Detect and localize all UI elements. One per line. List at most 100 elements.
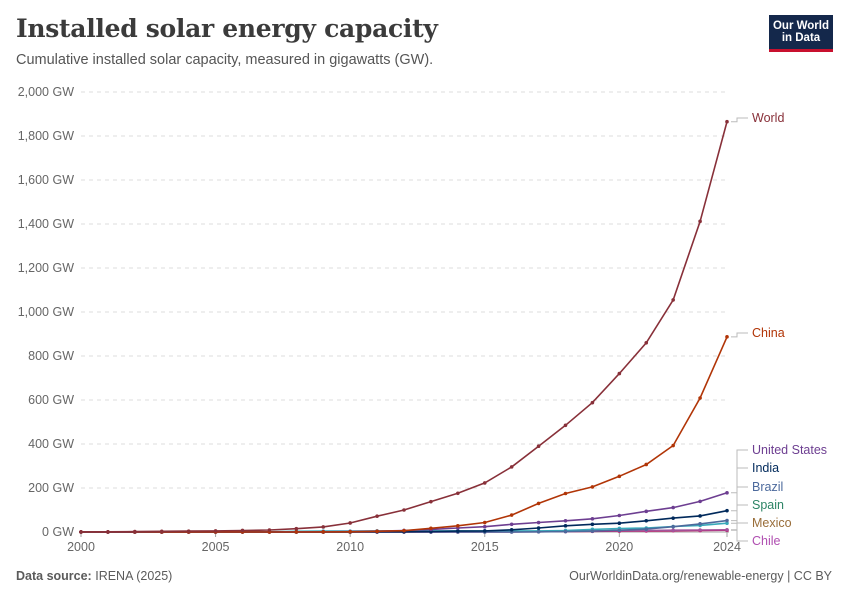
logo-line-2: in Data: [781, 32, 821, 44]
data-point-india: [590, 522, 595, 527]
data-point-united-states: [482, 524, 487, 529]
y-tick-label: 2,000 GW: [18, 85, 74, 99]
data-point-brazil: [563, 529, 568, 534]
data-point-china: [482, 520, 487, 525]
logo-line-1: Our World: [772, 19, 829, 32]
label-connector-world: [731, 117, 748, 123]
y-tick-label: 0 GW: [42, 525, 74, 539]
x-tick-label: 2005: [202, 540, 230, 554]
data-point-china: [509, 513, 514, 517]
data-point-india: [536, 526, 541, 530]
data-point-world: [321, 525, 326, 529]
label-connector-brazil: [731, 486, 748, 522]
data-point-china: [402, 528, 406, 533]
data-point-united-states: [725, 491, 729, 495]
data-source-value[interactable]: IRENA (2025): [95, 569, 173, 583]
data-point-india: [563, 524, 568, 528]
data-point-world: [294, 526, 299, 531]
data-point-united-states: [671, 505, 675, 510]
y-tick-label: 200 GW: [28, 481, 74, 495]
series-label-mexico: Mexico: [752, 516, 792, 530]
series-line-china: [81, 336, 728, 533]
data-point-india: [725, 508, 729, 513]
data-point-world: [617, 371, 622, 376]
label-connector-india: [731, 467, 748, 512]
data-point-world: [267, 528, 272, 532]
series-label-brazil: Brazil: [752, 480, 783, 494]
data-point-brazil: [671, 524, 675, 529]
data-point-united-states: [563, 518, 568, 523]
data-point-world: [482, 481, 487, 485]
y-tick-label: 1,800 GW: [18, 129, 74, 143]
data-point-china: [563, 491, 568, 496]
data-point-china: [671, 443, 675, 448]
data-point-world: [348, 521, 352, 525]
data-point-mexico: [671, 528, 675, 533]
data-point-china: [456, 524, 460, 528]
data-point-china: [590, 485, 595, 489]
x-tick-label: 2024: [713, 540, 741, 554]
series-label-chile: Chile: [752, 534, 781, 548]
source-url[interactable]: OurWorldinData.org/renewable-energy | CC…: [569, 569, 832, 583]
data-point-china: [725, 335, 729, 339]
data-point-brazil: [617, 528, 622, 533]
label-connector-china: [731, 332, 748, 338]
data-point-world: [429, 499, 433, 504]
data-point-india: [482, 529, 487, 533]
data-point-china: [321, 530, 326, 534]
data-point-brazil: [644, 527, 649, 531]
data-point-china: [617, 474, 622, 479]
series-label-spain: Spain: [752, 498, 784, 512]
series-label-united-states: United States: [752, 443, 827, 457]
x-tick-label: 2000: [67, 540, 95, 554]
data-point-world: [133, 529, 137, 534]
data-point-india: [698, 514, 702, 518]
data-point-world: [402, 508, 406, 512]
data-point-world: [725, 119, 729, 124]
data-point-india: [644, 518, 649, 523]
label-connector-united-states: [731, 449, 748, 494]
data-point-world: [79, 529, 83, 534]
data-point-world: [590, 400, 595, 405]
x-tick-label: 2015: [471, 540, 499, 554]
data-point-world: [375, 514, 379, 518]
data-point-world: [536, 444, 541, 449]
data-point-united-states: [698, 499, 702, 504]
data-point-china: [348, 529, 352, 534]
y-tick-label: 600 GW: [28, 393, 74, 407]
data-point-world: [106, 529, 110, 534]
owid-logo[interactable]: Our World in Data: [769, 15, 833, 52]
data-point-india: [456, 529, 460, 533]
data-point-brazil: [698, 522, 702, 526]
data-point-brazil: [536, 529, 541, 534]
data-point-china: [294, 530, 299, 534]
data-point-india: [671, 516, 675, 520]
y-tick-label: 400 GW: [28, 437, 74, 451]
data-point-united-states: [644, 509, 649, 514]
data-source-label: Data source:: [16, 569, 92, 583]
series-line-united-states: [81, 492, 728, 533]
data-point-united-states: [536, 520, 541, 525]
y-tick-label: 1,400 GW: [18, 217, 74, 231]
data-point-spain: [725, 521, 729, 525]
series-label-china: China: [752, 326, 785, 340]
y-tick-label: 800 GW: [28, 349, 74, 363]
data-point-brazil: [725, 518, 729, 523]
data-point-india: [617, 521, 622, 525]
label-connector-chile: [731, 529, 748, 542]
x-tick-label: 2010: [336, 540, 364, 554]
data-source: Data source: IRENA (2025): [16, 569, 172, 583]
data-point-china: [429, 526, 433, 531]
data-point-china: [698, 396, 702, 400]
label-connector-spain: [731, 504, 748, 524]
series-line-world: [81, 121, 728, 533]
data-point-world: [644, 341, 649, 345]
chart-title: Installed solar energy capacity: [16, 14, 438, 43]
data-point-world: [159, 529, 164, 534]
data-point-world: [213, 529, 218, 533]
y-tick-label: 1,600 GW: [18, 173, 74, 187]
data-point-india: [509, 528, 514, 532]
data-point-world: [698, 219, 702, 224]
data-point-world: [456, 491, 460, 496]
